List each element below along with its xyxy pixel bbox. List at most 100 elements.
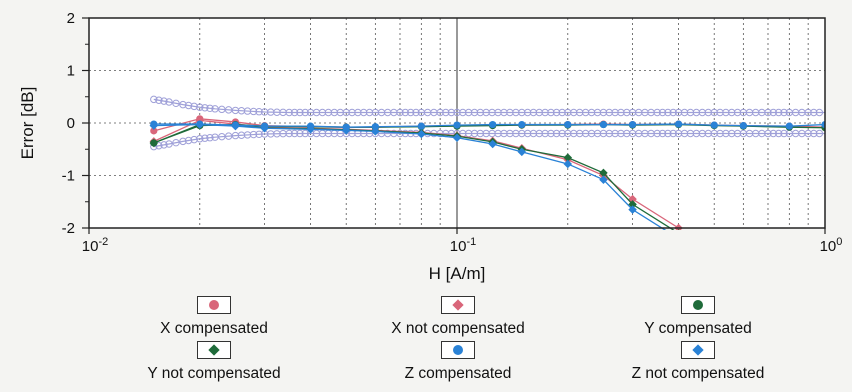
- legend-item-x-not-compensated: X not compensated: [338, 296, 578, 338]
- limit-band-upper-ring: [617, 108, 625, 117]
- limit-band-lower-ring: [529, 129, 538, 138]
- limit-band-lower-ring: [184, 136, 193, 145]
- data-point: [306, 125, 315, 134]
- limit-band-lower-ring: [623, 129, 631, 138]
- limit-band-upper-ring: [354, 108, 362, 117]
- data-point: [599, 120, 608, 129]
- data-point: [739, 122, 747, 130]
- legend-label: Z compensated: [404, 365, 512, 382]
- limit-band-upper-ring: [285, 108, 293, 117]
- legend-label: Y compensated: [644, 320, 752, 337]
- limit-band-upper-ring: [523, 108, 532, 117]
- limit-band-lower-ring: [710, 129, 718, 138]
- limit-band-lower-ring: [780, 129, 788, 138]
- y-tick-label: -1: [62, 168, 75, 185]
- limit-band-lower-ring: [301, 129, 309, 138]
- legend-item-y-not-compensated: Y not compensated: [94, 341, 334, 383]
- legend-swatch: [681, 296, 715, 314]
- limit-band-upper-ring: [453, 108, 461, 117]
- limit-band-upper-ring: [464, 108, 473, 117]
- limit-band-lower-ring: [617, 129, 625, 138]
- data-point: [489, 120, 497, 129]
- limit-band-lower-ring: [716, 129, 724, 138]
- limit-band-lower-ring: [285, 129, 293, 138]
- limit-band-upper-ring: [664, 108, 672, 117]
- limit-band-upper-ring: [535, 108, 543, 117]
- limit-band-lower-ring: [541, 129, 549, 138]
- y-tick-label: 1: [67, 63, 75, 80]
- limit-band-upper-ring: [815, 108, 824, 117]
- limit-band-lower-ring: [558, 129, 566, 138]
- limit-band-lower-ring: [206, 134, 214, 142]
- limit-band-upper-ring: [774, 108, 783, 117]
- limit-band-upper-ring: [150, 95, 158, 104]
- limit-band-upper-ring: [716, 108, 724, 117]
- limit-band-upper-ring: [201, 104, 209, 112]
- legend-label: X compensated: [160, 320, 268, 337]
- limit-band-lower-ring: [290, 129, 299, 138]
- limit-band-upper-ring: [412, 108, 420, 117]
- legend-label: Y not compensated: [147, 365, 281, 382]
- circle-marker-icon: [453, 345, 463, 355]
- legend-swatch: [197, 296, 231, 314]
- limit-band-lower-ring: [722, 129, 730, 138]
- legend-label: Z not compensated: [631, 365, 765, 382]
- limit-band-lower-ring: [810, 129, 818, 138]
- limit-band-upper-ring: [547, 108, 555, 117]
- data-point: [452, 133, 462, 142]
- limit-band-lower-ring: [804, 129, 812, 138]
- limit-band-upper-ring: [172, 99, 180, 108]
- legend-item-z-not-compensated: Z not compensated: [578, 341, 818, 383]
- limit-band-upper-ring: [155, 96, 163, 104]
- limit-band-upper-ring: [529, 108, 538, 117]
- data-point: [785, 122, 793, 130]
- limit-band-upper-ring: [406, 108, 415, 117]
- data-point: [488, 139, 497, 149]
- data-point: [453, 121, 461, 129]
- limit-band-upper-ring: [179, 100, 187, 109]
- limit-band-lower-ring: [664, 129, 672, 138]
- data-point: [564, 120, 572, 129]
- limit-band-lower-ring: [733, 129, 742, 138]
- limit-band-upper-ring: [396, 108, 404, 117]
- limit-band-upper-ring: [365, 108, 374, 117]
- data-point: [710, 121, 718, 129]
- limit-band-lower-ring: [523, 129, 532, 138]
- limit-band-upper-ring: [733, 108, 742, 117]
- limit-band-lower-ring: [658, 129, 667, 138]
- limit-band-lower-ring: [653, 129, 661, 138]
- y-tick-label: 0: [67, 115, 75, 132]
- limit-band-lower-ring: [476, 129, 485, 138]
- diamond-marker-icon: [452, 299, 464, 311]
- limit-band-lower-ring: [179, 137, 187, 146]
- limit-band-upper-ring: [360, 108, 368, 117]
- limit-band-lower-ring: [815, 129, 824, 138]
- legend-swatch: [441, 341, 475, 359]
- data-point: [260, 124, 269, 133]
- y-tick-labels: 2 1 0 -1 -2: [62, 10, 75, 237]
- data-point: [371, 123, 379, 131]
- limit-band-lower-ring: [599, 129, 608, 138]
- limit-band-upper-ring: [476, 108, 485, 117]
- legend-swatch: [681, 341, 715, 359]
- limit-band-upper-ring: [342, 108, 350, 117]
- diamond-marker-icon: [208, 344, 220, 356]
- limit-band-lower-ring: [611, 129, 619, 138]
- data-point: [674, 120, 683, 128]
- limit-band-upper-ring: [764, 108, 772, 117]
- x-tick-label: 10-1: [450, 236, 476, 255]
- limit-band-upper-ring: [541, 108, 549, 117]
- limit-band-upper-ring: [710, 108, 718, 117]
- series-group: [149, 115, 825, 230]
- limit-band-upper-ring: [296, 108, 304, 117]
- limit-band-upper-ring: [255, 108, 263, 116]
- limit-band-upper-ring: [470, 108, 479, 117]
- limit-band-upper-ring: [160, 97, 168, 105]
- plot-frame: [88, 17, 826, 229]
- x-tick-label: 10-2: [82, 236, 108, 255]
- limit-band-upper-ring: [348, 108, 356, 117]
- data-point: [195, 120, 205, 129]
- legend-label: X not compensated: [391, 320, 525, 337]
- legend-item-x-compensated: X compensated: [94, 296, 334, 338]
- limit-band-upper-ring: [401, 108, 410, 117]
